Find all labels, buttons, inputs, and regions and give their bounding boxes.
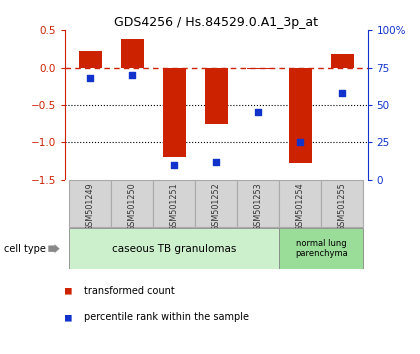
Title: GDS4256 / Hs.84529.0.A1_3p_at: GDS4256 / Hs.84529.0.A1_3p_at [114,16,318,29]
Bar [69,228,279,269]
Text: GSM501250: GSM501250 [128,182,137,231]
Point [255,110,262,115]
Bar [279,180,321,227]
Bar [69,180,111,227]
Text: GSM501255: GSM501255 [338,182,347,231]
Point [339,90,346,96]
Bar [247,68,270,69]
Text: GSM501253: GSM501253 [254,182,263,231]
Text: GSM501252: GSM501252 [212,182,221,231]
Point [129,72,136,78]
Text: caseous TB granulomas: caseous TB granulomas [112,244,236,254]
Bar [79,51,102,68]
Text: ■: ■ [65,286,72,296]
Bar [195,180,237,227]
Point [297,139,304,145]
Bar [111,180,153,227]
Bar [279,228,363,269]
Bar [321,180,363,227]
Text: ■: ■ [65,312,72,322]
Text: cell type: cell type [4,244,46,254]
Bar [163,68,186,157]
Text: GSM501249: GSM501249 [86,182,95,231]
Bar [205,68,228,124]
Point [87,75,94,81]
Text: normal lung
parenchyma: normal lung parenchyma [295,239,348,258]
Text: GSM501251: GSM501251 [170,182,179,231]
Point [213,159,220,165]
Bar [153,180,195,227]
Bar [121,39,144,68]
Bar [237,180,279,227]
Point [171,162,178,168]
Text: GSM501254: GSM501254 [296,182,305,231]
Text: transformed count: transformed count [84,286,175,296]
Text: percentile rank within the sample: percentile rank within the sample [84,312,249,322]
Bar [331,54,354,68]
Bar [289,68,312,163]
